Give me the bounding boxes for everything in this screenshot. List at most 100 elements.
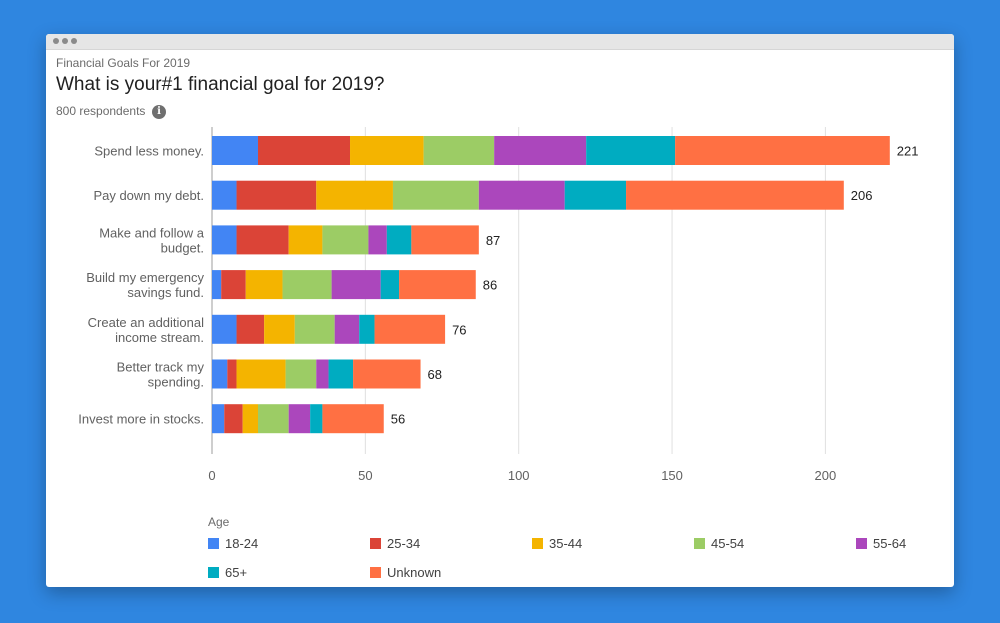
bar-total-label: 86 bbox=[483, 278, 497, 293]
bar-segment-25-34 bbox=[227, 359, 237, 389]
bar-segment-45-54 bbox=[392, 180, 479, 210]
legend-swatch bbox=[370, 537, 381, 549]
bar-segment-45-54 bbox=[282, 270, 332, 300]
legend-label: 35-44 bbox=[549, 535, 583, 551]
legend-swatch bbox=[208, 537, 219, 549]
bar-segment-45-54 bbox=[285, 359, 317, 389]
bar-segment-45-54 bbox=[258, 404, 289, 434]
bar-total-label: 76 bbox=[452, 322, 466, 337]
chart-window: Financial Goals For 2019 What is your#1 … bbox=[46, 34, 954, 587]
bar-segment-25-34 bbox=[236, 180, 317, 210]
legend-label: 65+ bbox=[225, 564, 248, 580]
bar-total-label: 206 bbox=[851, 188, 873, 203]
legend-label: 18-24 bbox=[225, 535, 259, 551]
legend-item-18-24[interactable]: 18-24 bbox=[208, 535, 258, 551]
bar-segment-18-24 bbox=[212, 136, 259, 165]
bar-segment-35-44 bbox=[236, 359, 286, 389]
bar-segment-18-24 bbox=[212, 180, 237, 210]
x-tick-label: 100 bbox=[508, 468, 530, 483]
bar-segment-18-24 bbox=[212, 314, 237, 344]
category-label: Make and follow a bbox=[99, 225, 205, 240]
bar-segment-65+ bbox=[564, 180, 627, 210]
bar-segment-35-44 bbox=[245, 270, 283, 300]
category-label: Pay down my debt. bbox=[93, 188, 204, 203]
bar-segment-unknown bbox=[322, 404, 384, 434]
chart-header-label: Financial Goals For 2019 bbox=[56, 56, 191, 70]
legend-swatch bbox=[532, 537, 543, 549]
bar-segment-unknown bbox=[675, 136, 890, 165]
chart-title: What is your#1 financial goal for 2019? bbox=[56, 74, 385, 95]
legend-swatch bbox=[208, 566, 219, 578]
bar-segment-65+ bbox=[386, 225, 412, 255]
bar-segment-35-44 bbox=[316, 180, 393, 210]
x-tick-label: 150 bbox=[661, 468, 683, 483]
bar-segment-25-34 bbox=[236, 225, 289, 255]
category-label: Spend less money. bbox=[94, 144, 204, 159]
bar-segment-35-44 bbox=[288, 225, 323, 255]
legend-label: Unknown bbox=[387, 564, 442, 580]
legend-item-65+[interactable]: 65+ bbox=[208, 564, 247, 580]
window-dot-icon bbox=[71, 38, 77, 44]
stacked-bar-chart: 0 50 100 150 200 221 Spend less money. 206 Pay d… bbox=[78, 127, 919, 483]
legend-swatch bbox=[370, 566, 381, 578]
bar-segment-25-34 bbox=[258, 136, 351, 165]
legend-item-25-34[interactable]: 25-34 bbox=[370, 535, 420, 551]
legend-item-45-54[interactable]: 45-54 bbox=[694, 535, 744, 551]
legend-swatch bbox=[856, 537, 867, 549]
bar-segment-55-64 bbox=[494, 136, 587, 165]
bar-segment-65+ bbox=[380, 270, 400, 300]
category-label: spending. bbox=[148, 375, 204, 390]
bar-segment-55-64 bbox=[368, 225, 387, 255]
window-dot-icon bbox=[62, 38, 68, 44]
bar-segment-18-24 bbox=[212, 359, 228, 389]
bar-segment-25-34 bbox=[236, 314, 265, 344]
legend-item-unknown[interactable]: Unknown bbox=[370, 564, 441, 580]
bar-segment-18-24 bbox=[212, 225, 237, 255]
bar-segment-55-64 bbox=[331, 270, 381, 300]
bar-segment-unknown bbox=[374, 314, 446, 344]
bar-segment-unknown bbox=[411, 225, 479, 255]
bar-segment-35-44 bbox=[242, 404, 259, 434]
x-tick-label: 50 bbox=[358, 468, 372, 483]
legend-title: Age bbox=[208, 515, 230, 529]
bar-total-label: 68 bbox=[428, 367, 442, 382]
bar-segment-45-54 bbox=[423, 136, 495, 165]
bar-segment-unknown bbox=[353, 359, 421, 389]
bar-total-label: 56 bbox=[391, 412, 405, 427]
bar-segment-55-64 bbox=[316, 359, 329, 389]
bar-segment-65+ bbox=[586, 136, 676, 165]
bar-segment-65+ bbox=[328, 359, 354, 389]
respondent-count: 800 respondents bbox=[56, 104, 146, 118]
legend-label: 45-54 bbox=[711, 535, 745, 551]
category-label: Invest more in stocks. bbox=[78, 412, 204, 427]
bar-segment-45-54 bbox=[322, 225, 369, 255]
bar-segment-35-44 bbox=[264, 314, 295, 344]
bar-segment-35-44 bbox=[350, 136, 424, 165]
bar-segment-25-34 bbox=[221, 270, 246, 300]
category-label: savings fund. bbox=[127, 285, 204, 300]
bar-total-label: 87 bbox=[486, 233, 500, 248]
bar-segment-45-54 bbox=[294, 314, 335, 344]
window-titlebar bbox=[46, 34, 954, 50]
category-label: budget. bbox=[161, 240, 204, 255]
chart-legend: 18-24 25-34 35-44 45-54 55-64 65+ Unknown bbox=[208, 535, 948, 585]
legend-label: 55-64 bbox=[873, 535, 907, 551]
bar-segment-unknown bbox=[399, 270, 476, 300]
bar-segment-55-64 bbox=[288, 404, 311, 434]
legend-item-55-64[interactable]: 55-64 bbox=[856, 535, 906, 551]
bar-segment-55-64 bbox=[334, 314, 360, 344]
bar-segment-18-24 bbox=[212, 270, 222, 300]
bar-segment-unknown bbox=[626, 180, 844, 210]
legend-item-35-44[interactable]: 35-44 bbox=[532, 535, 582, 551]
legend-label: 25-34 bbox=[387, 535, 421, 551]
legend-swatch bbox=[694, 537, 705, 549]
bar-segment-25-34 bbox=[224, 404, 243, 434]
bar-segment-65+ bbox=[310, 404, 323, 434]
info-icon[interactable]: i bbox=[152, 105, 166, 119]
bar-segment-18-24 bbox=[212, 404, 225, 434]
window-dot-icon bbox=[53, 38, 59, 44]
category-label: Build my emergency bbox=[86, 270, 204, 285]
category-label: income stream. bbox=[115, 330, 204, 345]
bar-segment-55-64 bbox=[478, 180, 565, 210]
bar-segment-65+ bbox=[359, 314, 375, 344]
